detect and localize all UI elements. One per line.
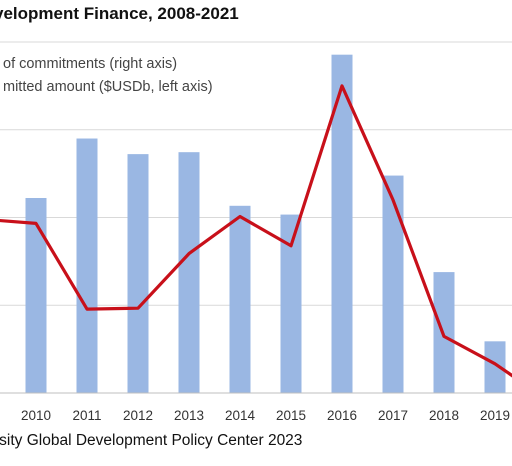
source-note: rsity Global Development Policy Center 2…	[0, 432, 303, 449]
bar-2017	[382, 175, 404, 393]
x-tick-2011: 2011	[72, 408, 101, 423]
bar-series	[25, 54, 506, 394]
bar-2010	[25, 198, 47, 393]
x-tick-2010: 2010	[21, 408, 51, 423]
x-tick-2014: 2014	[225, 408, 256, 423]
legend-entry-bar: mitted amount ($USDb, left axis)	[3, 79, 213, 95]
chart-title: velopment Finance, 2008-2021	[0, 4, 239, 23]
bar-2014	[229, 205, 251, 393]
x-tick-2017: 2017	[378, 408, 408, 423]
x-tick-2016: 2016	[327, 408, 357, 423]
x-tick-2012: 2012	[123, 408, 153, 423]
bar-2012	[127, 154, 149, 393]
legend-entry-line: of commitments (right axis)	[3, 56, 177, 72]
legend: of commitments (right axis) mitted amount…	[3, 56, 213, 95]
bar-2013	[178, 152, 200, 393]
bar-2019	[484, 341, 506, 393]
bar-2011	[76, 138, 98, 393]
x-tick-2019: 2019	[480, 408, 510, 423]
commitments-line	[0, 84, 512, 378]
x-tick-2018: 2018	[429, 408, 459, 423]
x-tick-2013: 2013	[174, 408, 204, 423]
bar-2015	[280, 214, 302, 393]
line-series	[0, 84, 512, 378]
x-tick-labels: 2010 2011 2012 2013 2014 2015 2016 2017 2018 2019	[21, 408, 510, 423]
bar-2016	[331, 54, 353, 394]
x-tick-2015: 2015	[276, 408, 306, 423]
